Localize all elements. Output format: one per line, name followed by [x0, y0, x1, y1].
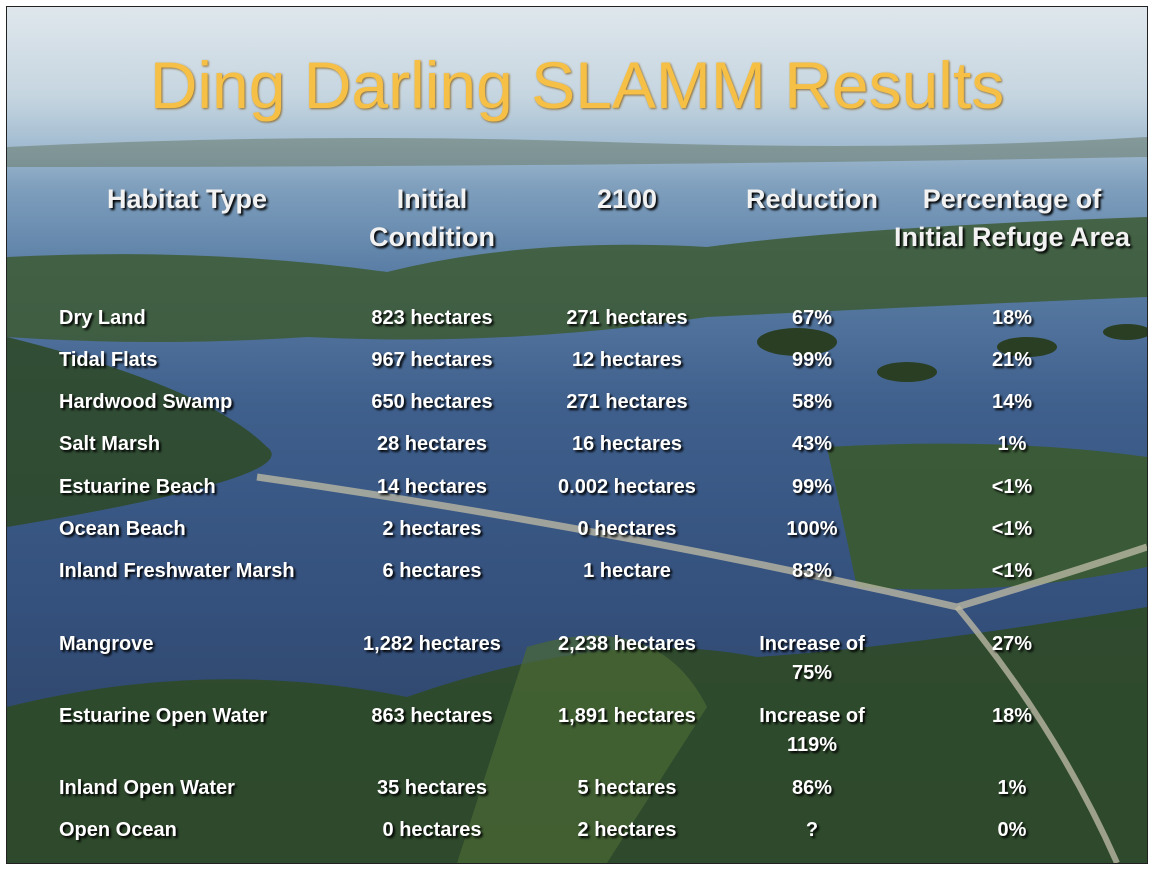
cell: 18% [912, 702, 1112, 731]
cell: 14% [912, 388, 1112, 417]
page: Ding Darling SLAMM Results Habitat Type I… [0, 0, 1154, 869]
column-header: Percentage of Initial Refuge Area [892, 180, 1132, 256]
habitat-label: Dry Land [59, 304, 299, 333]
cell: 14 hectares [352, 473, 512, 502]
habitat-label: Mangrove [59, 630, 299, 659]
cell: Increase of 119% [737, 702, 887, 760]
habitat-label: Ocean Beach [59, 515, 299, 544]
cell: 43% [737, 430, 887, 459]
cell: <1% [912, 473, 1112, 502]
column-header: 2100 [527, 180, 727, 218]
cell: 1,282 hectares [352, 630, 512, 659]
cell: 6 hectares [352, 557, 512, 586]
cell: 35 hectares [352, 774, 512, 803]
cell: <1% [912, 557, 1112, 586]
slide: Ding Darling SLAMM Results Habitat Type I… [6, 6, 1148, 864]
cell: 2 hectares [547, 816, 707, 845]
cell: 271 hectares [547, 388, 707, 417]
cell: 650 hectares [352, 388, 512, 417]
cell: ? [737, 816, 887, 845]
habitat-label: Open Ocean [59, 816, 299, 845]
cell: 12 hectares [547, 346, 707, 375]
cell: 0.002 hectares [547, 473, 707, 502]
habitat-label: Salt Marsh [59, 430, 299, 459]
cell: 2 hectares [352, 515, 512, 544]
habitat-label: Hardwood Swamp [59, 388, 299, 417]
cell: 99% [737, 346, 887, 375]
cell: 99% [737, 473, 887, 502]
cell: 1 hectare [547, 557, 707, 586]
cell: 5 hectares [547, 774, 707, 803]
cell: 58% [737, 388, 887, 417]
cell: 86% [737, 774, 887, 803]
cell: 0% [912, 816, 1112, 845]
cell: 18% [912, 304, 1112, 333]
habitat-label: Inland Open Water [59, 774, 299, 803]
column-header: Habitat Type [67, 180, 307, 218]
habitat-label: Inland Freshwater Marsh [59, 557, 299, 586]
habitat-label: Estuarine Beach [59, 473, 299, 502]
cell: 863 hectares [352, 702, 512, 731]
cell: 83% [737, 557, 887, 586]
column-header: Initial Condition [332, 180, 532, 256]
cell: 1% [912, 774, 1112, 803]
cell: <1% [912, 515, 1112, 544]
cell: 16 hectares [547, 430, 707, 459]
cell: 271 hectares [547, 304, 707, 333]
cell: 967 hectares [352, 346, 512, 375]
cell: Increase of 75% [737, 630, 887, 688]
cell: 21% [912, 346, 1112, 375]
cell: 67% [737, 304, 887, 333]
column-header: Reduction [717, 180, 907, 218]
cell: 28 hectares [352, 430, 512, 459]
cell: 1% [912, 430, 1112, 459]
cell: 0 hectares [547, 515, 707, 544]
slide-title: Ding Darling SLAMM Results [7, 47, 1147, 123]
cell: 2,238 hectares [547, 630, 707, 659]
cell: 27% [912, 630, 1112, 659]
habitat-label: Tidal Flats [59, 346, 299, 375]
habitat-label: Estuarine Open Water [59, 702, 299, 731]
cell: 823 hectares [352, 304, 512, 333]
cell: 0 hectares [352, 816, 512, 845]
cell: 1,891 hectares [547, 702, 707, 731]
cell: 100% [737, 515, 887, 544]
